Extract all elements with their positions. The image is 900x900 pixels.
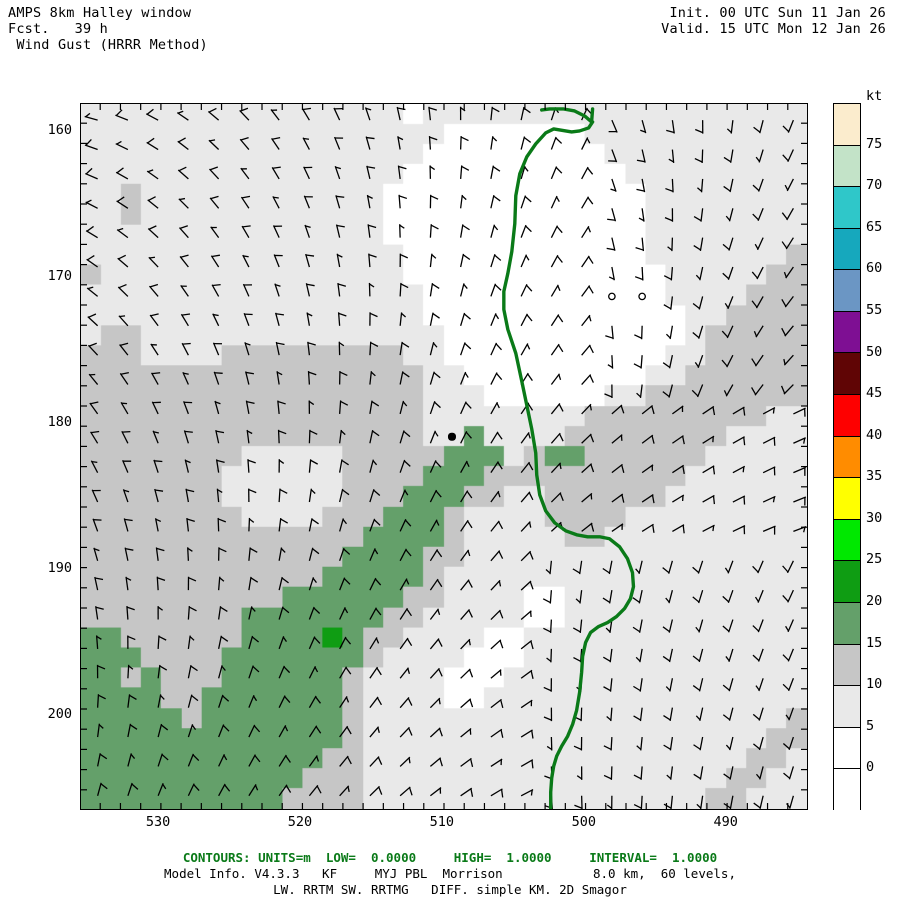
- colorbar-tick-label: 50: [866, 343, 883, 360]
- colorbar-band: [834, 395, 860, 437]
- plot-frame: [80, 103, 808, 810]
- colorbar-band: [834, 228, 860, 271]
- map-plot-area[interactable]: [80, 103, 808, 810]
- colorbar-band: [834, 769, 860, 811]
- colorbar[interactable]: [833, 103, 861, 811]
- colorbar-tick-label: 15: [866, 634, 883, 651]
- colorbar-tick-label: 20: [866, 593, 883, 610]
- colorbar-tick-label: 5: [866, 717, 875, 734]
- colorbar-tick-label: 60: [866, 260, 883, 277]
- x-axis-tick-label: 490: [713, 814, 738, 830]
- colorbar-band: [834, 727, 860, 770]
- x-axis-tick-label: 500: [571, 814, 596, 830]
- coastline-contour-layer: [447, 107, 636, 809]
- colorbar-tick-label: 0: [866, 759, 875, 776]
- contours-info: CONTOURS: UNITS=m LOW= 0.0000 HIGH= 1.00…: [182, 850, 718, 865]
- colorbar-tick-label: 35: [866, 468, 883, 485]
- physics-info: LW. RRTM SW. RRTMG DIFF. simple KM. 2D S…: [273, 882, 627, 897]
- axis-tick-layer: [80, 103, 808, 810]
- colorbar-band: [834, 353, 860, 396]
- colorbar-band: [834, 644, 860, 687]
- header-left: AMPS 8km Halley window Fcst. 39 h Wind G…: [8, 5, 208, 53]
- valid-time: Valid. 15 UTC Mon 12 Jan 26: [661, 21, 886, 37]
- colorbar-tick-label: 10: [866, 676, 883, 693]
- colorbar-band: [834, 311, 860, 354]
- colorbar-tick-label: 55: [866, 301, 883, 318]
- init-time: Init. 00 UTC Sun 11 Jan 26: [669, 5, 886, 21]
- colorbar-tick-label: 70: [866, 177, 883, 194]
- y-axis-tick-label: 190: [47, 560, 72, 577]
- colorbar-tick-label: 45: [866, 385, 883, 402]
- colorbar-tick-label: 40: [866, 426, 883, 443]
- colorbar-band: [834, 519, 860, 562]
- colorbar-band: [834, 270, 860, 312]
- y-axis-tick-label: 180: [47, 414, 72, 431]
- x-axis-tick-label: 530: [145, 814, 171, 830]
- model-title: AMPS 8km Halley window: [8, 5, 192, 21]
- field-name: Wind Gust (HRRR Method): [8, 37, 208, 53]
- x-axis-tick-label: 510: [429, 814, 455, 830]
- station-marker: [447, 432, 456, 441]
- header-right: Init. 00 UTC Sun 11 Jan 26 Valid. 15 UTC…: [661, 5, 886, 37]
- y-axis-tick-label: 200: [47, 706, 72, 723]
- colorbar-tick-label: 25: [866, 551, 883, 568]
- model-info: Model Info. V4.3.3 KF MYJ PBL Morrison 8…: [164, 866, 736, 881]
- colorbar-band: [834, 686, 860, 728]
- colorbar-band: [834, 145, 860, 188]
- colorbar-band: [834, 436, 860, 479]
- colorbar-band: [834, 602, 860, 645]
- colorbar-band: [834, 561, 860, 603]
- colorbar-tick-label: 65: [866, 218, 883, 235]
- y-axis-tick-label: 160: [47, 121, 72, 138]
- colorbar-unit-label: kt: [866, 88, 883, 104]
- colorbar-tick-label: 75: [866, 135, 883, 152]
- colorbar-band: [834, 104, 860, 146]
- wind-barb-layer: [84, 106, 807, 809]
- colorbar-tick-label: 30: [866, 509, 883, 526]
- x-axis-tick-label: 520: [287, 814, 313, 830]
- windgust-shading-layer: [81, 104, 807, 809]
- forecast-hour: Fcst. 39 h: [8, 21, 108, 37]
- colorbar-band: [834, 478, 860, 520]
- colorbar-band: [834, 187, 860, 229]
- y-axis-tick-label: 170: [47, 267, 72, 284]
